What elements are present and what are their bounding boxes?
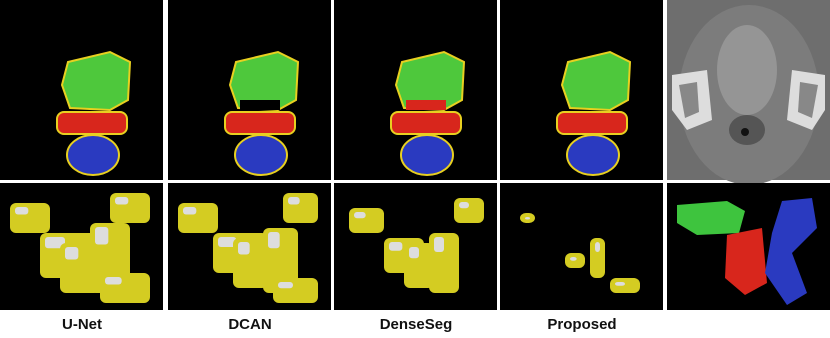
surface-panel: [168, 183, 331, 310]
figure: U-Net DCAN DenseSeg Proposed: [0, 0, 830, 338]
surface-highlight: [115, 197, 128, 205]
red-error: [240, 100, 280, 110]
surface-highlight: [95, 227, 108, 245]
surface-highlight: [409, 247, 419, 258]
blue-organ: [67, 135, 119, 175]
red-organ: [391, 112, 461, 134]
blue-organ: [567, 135, 619, 175]
red-organ: [557, 112, 627, 134]
surface-error: [273, 278, 318, 303]
green-organ: [562, 52, 630, 110]
blue-organ: [401, 135, 453, 175]
surface-panel: [500, 183, 663, 310]
surface-error: [283, 193, 318, 223]
surface-highlight: [595, 242, 600, 252]
segmentation-panel: [0, 0, 163, 180]
blue-organ: [235, 135, 287, 175]
column-label: Proposed: [547, 316, 616, 333]
surface-highlight: [615, 282, 625, 286]
surface-error: [178, 203, 218, 233]
red-error: [406, 100, 446, 110]
surface-highlight: [278, 282, 293, 288]
segmentation-panel: [500, 0, 663, 180]
surface-highlight: [15, 207, 28, 215]
surface-highlight: [459, 202, 469, 208]
red-organ: [225, 112, 295, 134]
green-organ: [62, 52, 130, 110]
surface-error: [454, 198, 484, 223]
surface-highlight: [354, 212, 366, 218]
surface-highlight: [288, 197, 300, 205]
surface-error: [10, 203, 50, 233]
column-label: DenseSeg: [380, 316, 453, 333]
surface-error: [349, 208, 384, 233]
segmentation-panel: [334, 0, 497, 180]
surface-highlight: [183, 207, 196, 215]
surface-highlight: [570, 257, 577, 261]
surface-error: [110, 193, 150, 223]
surface-error: [610, 278, 640, 293]
ct-panel: [667, 0, 830, 185]
column-label: U-Net: [62, 316, 102, 333]
surface-highlight: [434, 237, 444, 252]
surface-highlight: [525, 217, 530, 220]
3d-ground-truth: [667, 183, 830, 310]
surface-highlight: [238, 242, 250, 255]
surface-highlight: [105, 277, 122, 285]
segmentation-panel: [168, 0, 331, 180]
surface-highlight: [389, 242, 402, 251]
surface-highlight: [268, 232, 280, 248]
surface-panel: [0, 183, 163, 310]
surface-panel: [334, 183, 497, 310]
surface-highlight: [65, 247, 78, 260]
column-label: DCAN: [228, 316, 271, 333]
panel-background: [500, 183, 663, 310]
column-labels: U-Net DCAN DenseSeg Proposed: [62, 316, 617, 333]
red-organ: [57, 112, 127, 134]
